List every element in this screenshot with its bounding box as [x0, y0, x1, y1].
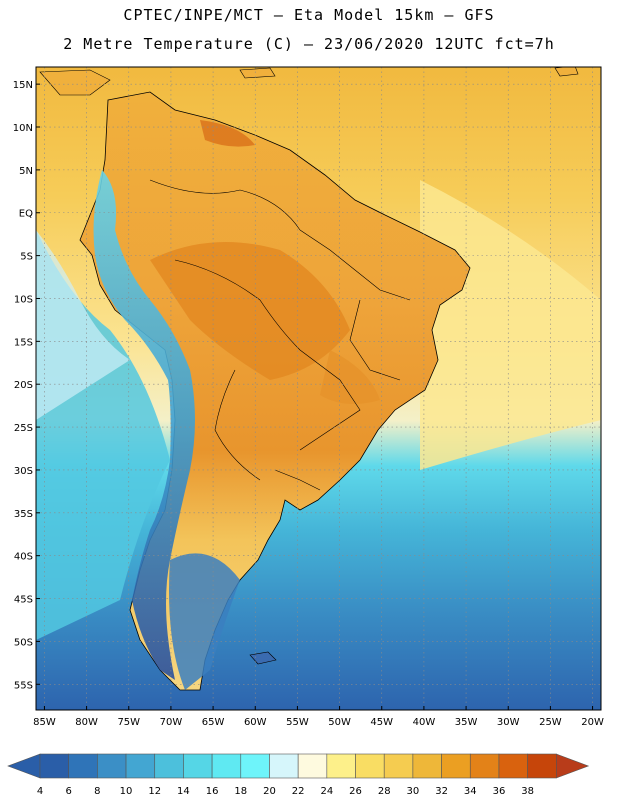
- coastal-cold-upwelling: [36, 230, 130, 420]
- legend-label: 4: [37, 786, 43, 797]
- legend-max-arrow: [556, 753, 590, 779]
- lat-tick-label: 5S: [20, 252, 33, 263]
- legend-label: 8: [94, 786, 100, 797]
- temperature-map: 15N 10N 5N EQ 5S 10S 15S 20S 25S 30S 35S 40S 45S 50S 5…: [13, 66, 604, 728]
- lon-tick-label: 30W: [497, 717, 520, 728]
- legend-color-box: [412, 753, 442, 779]
- legend-label: 38: [521, 786, 534, 797]
- country-borders: [149, 179, 411, 491]
- lat-tick-label: 50S: [14, 637, 33, 648]
- lon-tick-label: 60W: [244, 717, 267, 728]
- legend-color-box: [297, 753, 328, 779]
- venezuela-hot-spot: [200, 120, 255, 147]
- lat-tick-label: 35S: [14, 509, 33, 520]
- lon-tick-label: 20W: [581, 717, 604, 728]
- legend-color-box: [441, 753, 471, 779]
- legend-color-box: [269, 753, 299, 779]
- legend-color-box: [355, 753, 385, 779]
- legend-label: 26: [349, 786, 362, 797]
- legend-label: 16: [206, 786, 219, 797]
- legend-label: 32: [435, 786, 448, 797]
- axis-ticks: 15N 10N 5N EQ 5S 10S 15S 20S 25S 30S 35S 40S 45S 50S 5…: [13, 80, 604, 728]
- andes-cold-strip: [93, 170, 195, 680]
- map-frame: [35, 66, 602, 711]
- legend-label: 22: [292, 786, 305, 797]
- legend-label: 36: [493, 786, 506, 797]
- legend-color-box: [469, 753, 500, 779]
- lat-tick-label: EQ: [19, 209, 33, 220]
- warm-sea-band: [420, 180, 601, 470]
- legend-color-box: [498, 753, 528, 779]
- lat-tick-label: 5N: [19, 166, 33, 177]
- legend-color-box: [326, 753, 356, 779]
- legend-label: 6: [65, 786, 71, 797]
- legend-color-box: [154, 753, 184, 779]
- legend-color-box: [383, 753, 414, 779]
- legend-color-box: [68, 753, 98, 779]
- legend-min-arrow: [7, 753, 41, 779]
- legend-label: 18: [234, 786, 247, 797]
- lat-tick-label: 25S: [14, 423, 33, 434]
- legend-label: 28: [378, 786, 391, 797]
- lat-tick-label: 10N: [13, 123, 33, 134]
- lat-tick-label: 15N: [13, 80, 33, 91]
- lat-tick-label: 30S: [14, 466, 33, 477]
- legend-label: 30: [407, 786, 420, 797]
- legend-label: 34: [464, 786, 477, 797]
- legend-label: 20: [263, 786, 276, 797]
- legend-color-box: [39, 753, 69, 779]
- legend-color-box: [527, 753, 557, 779]
- lat-tick-label: 10S: [14, 294, 33, 305]
- amazon-hot-region: [150, 242, 350, 380]
- lon-tick-label: 35W: [455, 717, 478, 728]
- caribbean-islands: [39, 67, 579, 96]
- lat-tick-label: 15S: [14, 337, 33, 348]
- legend-color-box: [183, 753, 213, 779]
- lat-lon-grid: [36, 67, 601, 710]
- legend-label: 12: [148, 786, 161, 797]
- legend-label: 14: [177, 786, 190, 797]
- lon-tick-label: 55W: [286, 717, 309, 728]
- legend-label: 24: [320, 786, 333, 797]
- lat-tick-label: 45S: [14, 595, 33, 606]
- lon-tick-label: 65W: [202, 717, 225, 728]
- legend-color-box: [240, 753, 270, 779]
- map-title: CPTEC/INPE/MCT – Eta Model 15km – GFS: [123, 6, 495, 24]
- lat-tick-label: 55S: [14, 680, 33, 691]
- lon-tick-label: 80W: [75, 717, 98, 728]
- lon-tick-label: 25W: [539, 717, 562, 728]
- lon-tick-label: 40W: [413, 717, 436, 728]
- color-legend: 4 6 8 10 12 14 16 18 20 22 24 26 28 30 32 34 36 38: [7, 753, 590, 797]
- legend-color-box: [97, 753, 127, 779]
- map-subtitle: 2 Metre Temperature (C) – 23/06/2020 12U…: [63, 35, 555, 53]
- central-brazil-warm: [320, 350, 380, 404]
- legend-label: 10: [120, 786, 133, 797]
- legend-color-box: [211, 753, 242, 779]
- patagonia-cool-region: [169, 553, 240, 690]
- legend-color-box: [125, 753, 156, 779]
- lon-tick-label: 85W: [33, 717, 56, 728]
- lat-tick-label: 20S: [14, 380, 33, 391]
- lon-tick-label: 70W: [160, 717, 183, 728]
- lon-tick-label: 75W: [117, 717, 140, 728]
- lon-tick-label: 50W: [328, 717, 351, 728]
- lat-tick-label: 40S: [14, 552, 33, 563]
- lon-tick-label: 45W: [370, 717, 393, 728]
